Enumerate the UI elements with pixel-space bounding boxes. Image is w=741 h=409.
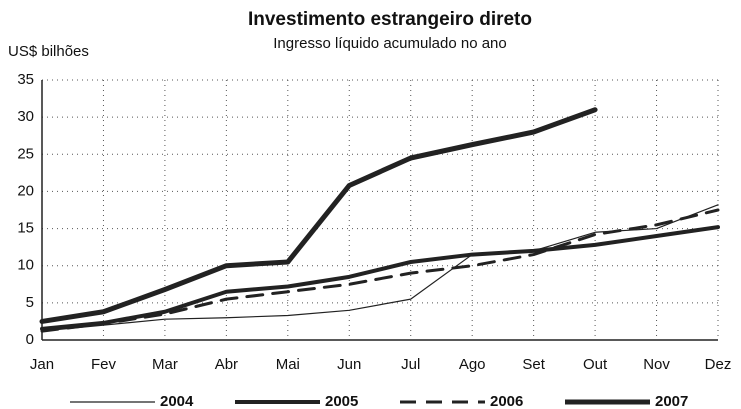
y-tick-label: 25 [17, 145, 34, 162]
series-line [39, 107, 598, 324]
y-tick-label: 20 [17, 182, 34, 199]
series-line [40, 225, 720, 331]
legend-label: 2006 [490, 393, 523, 409]
x-tick-label: Jan [30, 356, 54, 373]
chart-title: Investimento estrangeiro direto [248, 9, 532, 30]
y-tick-label: 10 [17, 257, 34, 274]
chart-subtitle: Ingresso líquido acumulado no ano [273, 35, 507, 52]
legend-label: 2007 [655, 393, 688, 409]
x-tick-label: Nov [643, 356, 670, 373]
x-tick-label: Mar [152, 356, 178, 373]
series-line [40, 208, 720, 333]
x-tick-label: Out [583, 356, 608, 373]
x-tick-label: Fev [91, 356, 117, 373]
y-tick-label: 5 [26, 294, 34, 311]
x-tick-label: Ago [459, 356, 486, 373]
x-tick-label: Abr [215, 356, 238, 373]
legend-label: 2005 [325, 393, 358, 409]
x-tick-label: Jun [337, 356, 361, 373]
x-tick-label: Dez [705, 356, 732, 373]
y-tick-label: 30 [17, 108, 34, 125]
y-axis-label: US$ bilhões [8, 43, 89, 60]
x-tick-label: Jul [401, 356, 420, 373]
y-tick-label: 0 [26, 331, 34, 348]
y-tick-label: 15 [17, 220, 34, 237]
x-tick-label: Mai [276, 356, 300, 373]
legend-label: 2004 [160, 393, 194, 409]
y-tick-label: 35 [17, 71, 34, 88]
x-tick-label: Set [522, 356, 545, 373]
